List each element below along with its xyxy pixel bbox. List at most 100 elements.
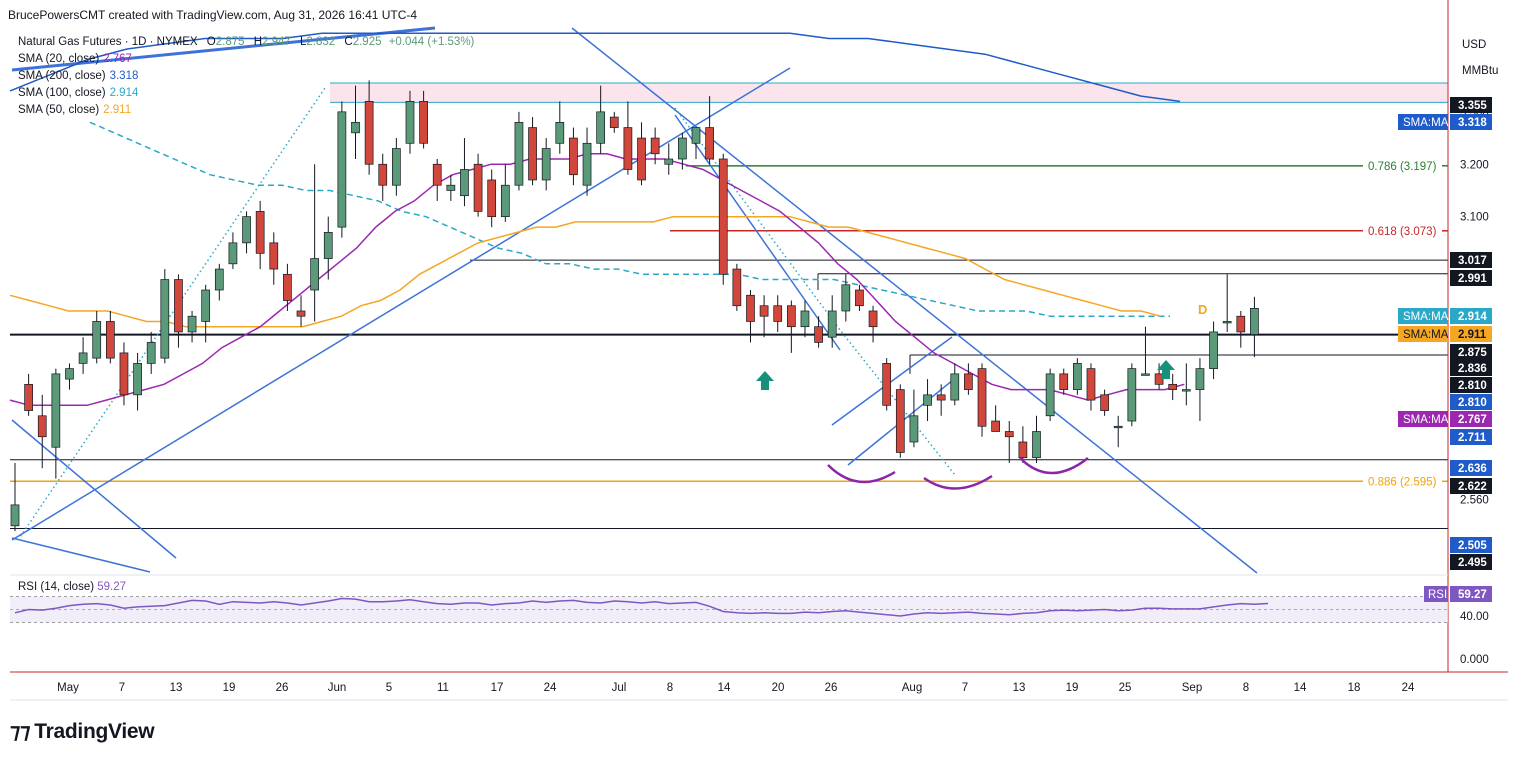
- candle-body: [1222, 321, 1232, 324]
- price-tag-box: [1450, 429, 1492, 445]
- ohlc-change: +0.044 (+1.53%): [388, 36, 475, 48]
- trendline-5: [831, 336, 953, 426]
- ma-badge-text: SMA:MA: [1403, 414, 1449, 426]
- candle: [24, 373, 33, 416]
- price-tag: 2.810: [1450, 377, 1492, 393]
- candle-body: [950, 373, 960, 401]
- candle-body: [895, 389, 905, 453]
- candle: [378, 153, 388, 201]
- candle-body: [201, 289, 211, 322]
- tradingview-logo[interactable]: ⁊⁊ TradingView: [10, 720, 155, 743]
- candle: [78, 337, 88, 374]
- legend-sma200[interactable]: SMA (200, close) 3.318: [18, 70, 139, 82]
- candle-body: [214, 268, 224, 291]
- candle-body: [78, 352, 88, 364]
- trendline-3: [11, 537, 151, 573]
- candle: [337, 101, 347, 238]
- fib-label-0: 0.786 (3.197): [1368, 161, 1437, 173]
- price-tag: 3.355: [1450, 97, 1492, 113]
- ma-badge: [1398, 114, 1448, 130]
- x-tick-label: 17: [491, 682, 504, 694]
- candle-body: [1100, 394, 1109, 411]
- x-tick-label: 24: [1402, 682, 1415, 694]
- sma50-line: [9, 215, 1161, 328]
- candle-body: [936, 394, 946, 401]
- candle: [201, 284, 211, 343]
- x-tick-label: 13: [170, 682, 183, 694]
- candle: [269, 232, 279, 285]
- candle: [310, 164, 319, 322]
- candle: [623, 101, 633, 175]
- candle-body: [855, 289, 864, 307]
- candle: [746, 290, 755, 343]
- candle: [214, 263, 224, 301]
- x-tick-label: 20: [772, 682, 785, 694]
- price-tag-text: 2.991: [1458, 273, 1487, 285]
- price-tag: 2.810: [1450, 394, 1492, 410]
- candle-body: [827, 310, 837, 338]
- legend-sma20[interactable]: SMA (20, close) 2.767: [18, 53, 132, 65]
- candle-body: [623, 127, 633, 170]
- ohlc-open: O2.875: [206, 36, 245, 48]
- candle-body: [841, 284, 851, 312]
- x-tick-label: Jul: [612, 682, 627, 694]
- candle-body: [718, 158, 728, 275]
- candle-body: [786, 305, 796, 328]
- candle: [882, 358, 892, 411]
- ohlc-high: H2.947: [253, 36, 291, 48]
- resistance-zone: [330, 83, 1448, 103]
- cup-pattern: [827, 464, 896, 484]
- legend-sma100[interactable]: SMA (100, close) 2.914: [18, 87, 139, 99]
- candle: [1181, 363, 1191, 406]
- price-tag-box: [1450, 270, 1492, 286]
- candle: [105, 310, 115, 364]
- legend-sma50[interactable]: SMA (50, close) 2.911: [18, 104, 132, 116]
- candle-body: [732, 268, 742, 307]
- candle: [1073, 358, 1082, 395]
- candle: [705, 96, 714, 165]
- price-tag: 3.318 SMA:MA: [1398, 114, 1492, 130]
- chart-credit: BrucePowersCMT created with TradingView.…: [8, 8, 418, 22]
- price-tag-text: 2.810: [1458, 380, 1487, 392]
- candle: [1168, 373, 1178, 401]
- symbol-title: Natural Gas Futures · 1D · NYMEX: [18, 36, 198, 48]
- candle: [1195, 358, 1205, 422]
- price-tag-box: [1450, 252, 1492, 268]
- chart-legend: Natural Gas Futures · 1D · NYMEX O2.875 …: [18, 34, 474, 119]
- x-tick-label: 11: [437, 682, 449, 694]
- x-tick-label: 8: [667, 682, 673, 694]
- candle-body: [92, 321, 102, 359]
- candle: [296, 295, 306, 327]
- rsi-legend[interactable]: RSI (14, close) 59.27: [18, 581, 127, 593]
- arrow-up-icon: [756, 371, 774, 390]
- candle-body: [487, 179, 497, 218]
- candle: [160, 269, 170, 364]
- x-tick-label: Jun: [328, 682, 347, 694]
- candle-body: [569, 137, 578, 176]
- candle-body: [746, 294, 755, 322]
- candle: [650, 127, 660, 165]
- candle: [133, 352, 142, 411]
- price-tag-box: [1450, 478, 1492, 494]
- candle-body: [1018, 441, 1028, 459]
- price-tag-text: 3.355: [1458, 100, 1487, 112]
- price-tag-text: 2.875: [1458, 347, 1487, 359]
- candle: [991, 405, 1000, 432]
- candle: [841, 274, 851, 322]
- price-tag-box: [1450, 377, 1492, 393]
- fib-label-2: 0.886 (2.595): [1368, 476, 1437, 488]
- x-tick-label: 13: [1013, 682, 1026, 694]
- candle-body: [637, 137, 646, 181]
- candle-body: [432, 163, 442, 186]
- candle: [950, 363, 960, 406]
- candle: [1100, 389, 1109, 416]
- candle-body: [650, 137, 660, 155]
- candle: [718, 153, 728, 285]
- rsi-value-text: 59.27: [1458, 589, 1487, 601]
- rsi-band: [10, 596, 1448, 623]
- price-tag: 2.767 SMA:MA: [1398, 411, 1492, 427]
- candle: [392, 138, 401, 196]
- candle-body: [923, 394, 932, 406]
- x-tick-label: 8: [1243, 682, 1249, 694]
